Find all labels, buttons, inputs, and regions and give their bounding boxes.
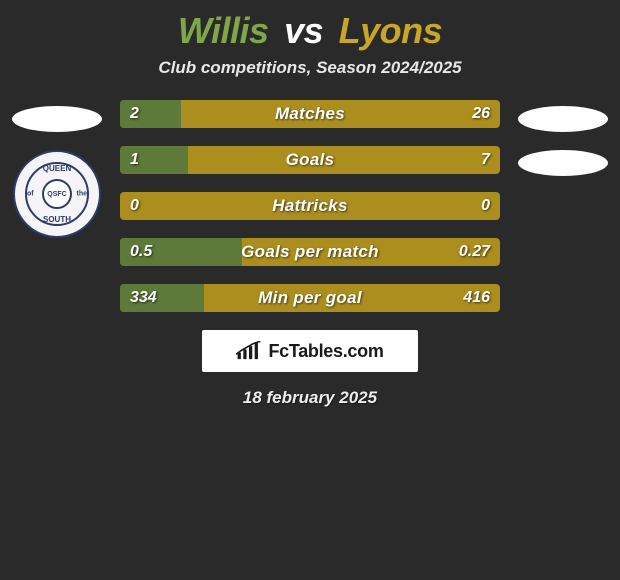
stat-value-right: 7 xyxy=(481,146,490,174)
logo-text-right: the xyxy=(77,191,88,198)
player2-badge xyxy=(518,106,608,132)
brand-badge: FcTables.com xyxy=(202,330,418,372)
brand-text: FcTables.com xyxy=(268,341,383,362)
player2-club-badge xyxy=(518,150,608,176)
stat-label: Min per goal xyxy=(120,284,500,312)
stat-value-right: 26 xyxy=(472,100,490,128)
stat-value-right: 0.27 xyxy=(459,238,490,266)
stat-label: Matches xyxy=(120,100,500,128)
stat-label: Hattricks xyxy=(120,192,500,220)
logo-text-left: of xyxy=(27,191,34,198)
stat-row: 0Hattricks0 xyxy=(120,192,500,220)
stat-value-right: 416 xyxy=(463,284,490,312)
player1-club-logo: QUEEN SOUTH of the QSFC xyxy=(13,150,101,238)
player1-name: Willis xyxy=(178,10,269,51)
stat-row: 0.5Goals per match0.27 xyxy=(120,238,500,266)
logo-center: QSFC xyxy=(42,179,72,209)
subtitle: Club competitions, Season 2024/2025 xyxy=(0,58,620,96)
stat-label: Goals xyxy=(120,146,500,174)
player1-badge xyxy=(12,106,102,132)
logo-text-top: QUEEN xyxy=(43,164,71,173)
stat-bars: 2Matches26 1Goals7 0Hattricks0 0.5Goals per… xyxy=(120,96,500,312)
page-title: Willis vs Lyons xyxy=(0,6,620,58)
brand-chart-icon xyxy=(236,341,262,361)
stat-row: 334Min per goal416 xyxy=(120,284,500,312)
left-column: QUEEN SOUTH of the QSFC xyxy=(0,96,120,238)
comparison-card: Willis vs Lyons Club competitions, Seaso… xyxy=(0,0,620,408)
stat-row: 1Goals7 xyxy=(120,146,500,174)
date-text: 18 february 2025 xyxy=(0,388,620,408)
right-column xyxy=(500,96,620,194)
main-row: QUEEN SOUTH of the QSFC 2Matches26 1Goals… xyxy=(0,96,620,312)
stat-label: Goals per match xyxy=(120,238,500,266)
logo-text-bottom: SOUTH xyxy=(43,215,71,224)
vs-separator: vs xyxy=(284,10,323,51)
stat-value-right: 0 xyxy=(481,192,490,220)
player2-name: Lyons xyxy=(339,10,443,51)
stat-row: 2Matches26 xyxy=(120,100,500,128)
